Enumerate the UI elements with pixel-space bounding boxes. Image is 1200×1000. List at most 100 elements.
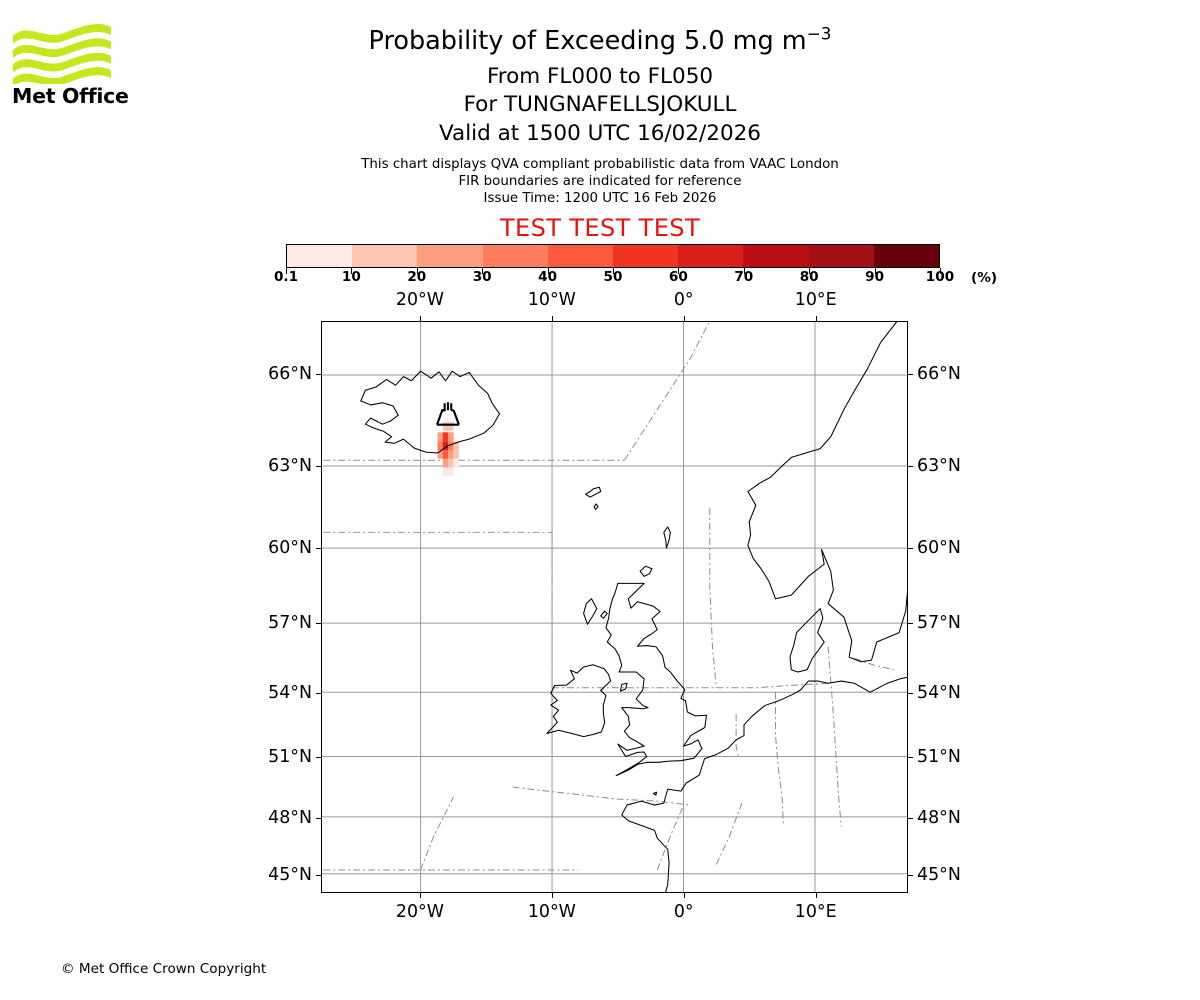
lon-label-bottom--10: 10°W: [527, 902, 576, 922]
colorbar-ticks: [286, 268, 941, 275]
colorbar-tick: [351, 268, 353, 274]
colorbar-tick: [940, 268, 941, 274]
colorbar: [286, 244, 940, 268]
ash-cell: [442, 467, 449, 477]
map-canvas: [322, 322, 907, 892]
ash-cell: [453, 450, 459, 459]
ash-cell: [437, 450, 444, 459]
ash-cell: [442, 450, 449, 459]
map-plot-area: [321, 321, 908, 893]
volcano-marker-icon: [435, 402, 460, 426]
fir-boundaries: [323, 322, 894, 871]
ash-cell: [437, 441, 444, 451]
lon-label-top-10: 10°E: [794, 290, 837, 310]
ash-cell: [442, 421, 449, 431]
axis-tick: [908, 757, 913, 759]
colorbar-tick-label-70: 70: [734, 269, 754, 285]
title-block: Probability of Exceeding 5.0 mg m−3 From…: [0, 0, 1200, 144]
ash-cell: [448, 441, 454, 451]
lat-label-right-51: 51°N: [917, 747, 961, 768]
colorbar-band-80-90: [808, 245, 874, 267]
axis-tick: [316, 547, 321, 549]
ash-cell: [448, 432, 454, 442]
colorbar-tick-label-90: 90: [865, 269, 885, 285]
axis-tick: [908, 874, 913, 876]
lon-label-bottom--20: 20°W: [395, 902, 444, 922]
colorbar-band-90-100: [873, 245, 940, 267]
axis-tick: [316, 692, 321, 694]
title-valid-time: Valid at 1500 UTC 16/02/2026: [438, 120, 761, 146]
axis-tick: [908, 465, 913, 467]
note-issue-time: Issue Time: 1200 UTC 16 Feb 2026: [483, 191, 717, 207]
axis-tick: [316, 874, 321, 876]
axis-tick: [815, 893, 817, 898]
met-office-logo: Met Office: [12, 22, 129, 114]
lon-label-top--10: 10°W: [527, 290, 576, 310]
colorbar-units-label: (%): [971, 270, 998, 286]
lat-label-left-63: 63°N: [268, 455, 312, 476]
title-flight-levels: From FL000 to FL050: [486, 63, 714, 89]
ash-cell: [437, 432, 444, 442]
coastlines: [360, 322, 907, 892]
axis-tick: [908, 692, 913, 694]
colorbar-tick: [613, 268, 614, 274]
axis-tick: [316, 757, 321, 759]
colorbar-band-60-70: [678, 245, 744, 267]
ash-cell: [448, 450, 454, 459]
colorbar-band-20-30: [417, 245, 483, 267]
ash-cell: [442, 432, 449, 442]
page-title-exponent: −3: [806, 23, 832, 44]
page-title: Probability of Exceeding 5.0 mg m−3: [0, 25, 1200, 55]
lat-label-right-54: 54°N: [917, 682, 961, 703]
colorbar-band-30-40: [482, 245, 548, 267]
colorbar-tick: [286, 268, 287, 274]
lat-label-left-45: 45°N: [268, 864, 312, 885]
axis-tick: [683, 316, 685, 321]
axis-tick: [908, 817, 913, 819]
colorbar-tick-labels: 0.1 10 20 30 40 50 60 70 80 90 100: [0, 269, 1200, 289]
colorbar-band-10-20: [352, 245, 418, 267]
lat-label-right-48: 48°N: [917, 807, 961, 828]
lat-label-left-48: 48°N: [268, 807, 312, 828]
colorbar-tick-label-20: 20: [407, 269, 427, 285]
axis-tick: [683, 893, 685, 898]
axis-tick: [551, 316, 553, 321]
graticule-lines: [322, 322, 907, 892]
lat-label-right-57: 57°N: [917, 613, 961, 634]
colorbar-tick-label-10: 10: [341, 269, 361, 285]
colorbar-band-70-80: [743, 245, 809, 267]
test-banner: TEST TEST TEST: [499, 214, 700, 242]
lat-label-right-66: 66°N: [917, 364, 961, 385]
lon-label-bottom-0: 0°: [673, 902, 694, 922]
colorbar-tick-label-60: 60: [668, 269, 688, 285]
ash-cell: [453, 458, 459, 468]
lat-label-right-60: 60°N: [917, 537, 961, 558]
copyright-notice: © Met Office Crown Copyright: [61, 961, 267, 977]
colorbar-band-50-60: [613, 245, 679, 267]
ash-cell: [442, 458, 449, 468]
axis-tick: [316, 374, 321, 376]
colorbar-tick: [874, 268, 876, 274]
colorbar-tick-label-100: 100: [925, 269, 955, 285]
axis-tick: [908, 374, 913, 376]
colorbar-tick: [482, 268, 484, 274]
ash-cell: [442, 441, 449, 451]
lat-label-left-66: 66°N: [268, 364, 312, 385]
lon-label-top-0: 0°: [673, 290, 694, 310]
axis-tick: [419, 316, 421, 321]
axis-tick: [316, 623, 321, 625]
ash-cell: [448, 421, 454, 431]
ash-cell: [453, 441, 459, 451]
lat-label-left-57: 57°N: [268, 613, 312, 634]
note-qva: This chart displays QVA compliant probab…: [361, 157, 839, 172]
logo-text: Met Office: [12, 84, 129, 108]
colorbar-band-40-50: [547, 245, 614, 267]
logo-waves-icon: [13, 23, 111, 84]
colorbar-tick: [743, 268, 745, 274]
colorbar-bands: [286, 244, 940, 268]
colorbar-band-0.1-10: [287, 245, 353, 267]
colorbar-tick-label-0.1: 0.1: [273, 269, 299, 285]
map-frame: [321, 321, 908, 893]
title-volcano: For TUNGNAFELLSJOKULL: [463, 92, 737, 117]
colorbar-tick-label-50: 50: [603, 269, 623, 285]
